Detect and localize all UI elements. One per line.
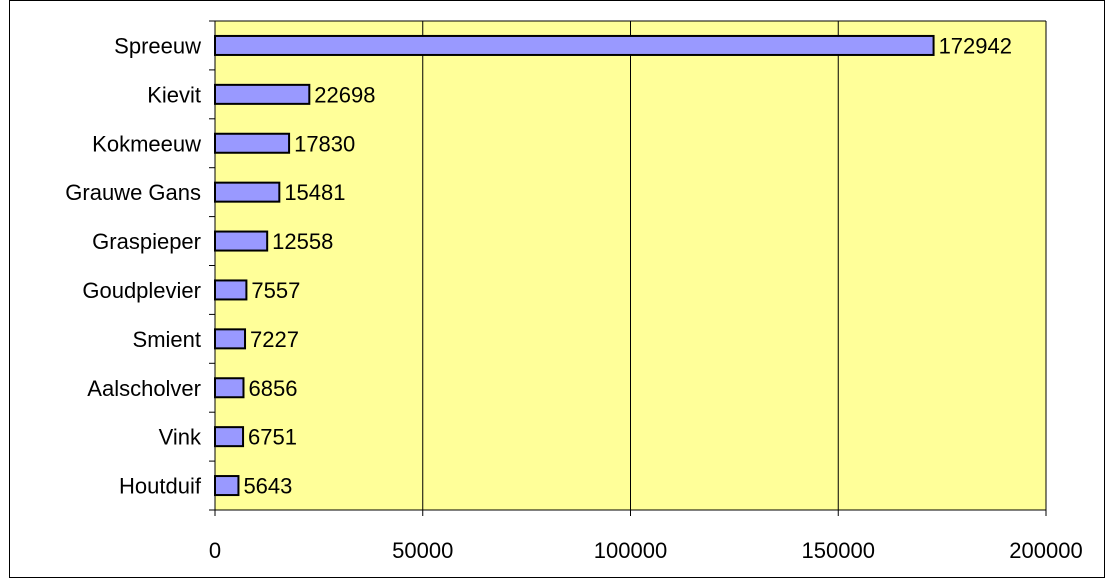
y-tick-label: Spreeuw [114, 33, 201, 58]
y-tick-label: Aalscholver [87, 376, 201, 401]
data-label: 15481 [284, 180, 345, 205]
bar [214, 181, 281, 203]
y-tick-label: Vink [159, 425, 202, 450]
x-tick-label: 0 [209, 538, 221, 563]
y-tick-labels: Spreeuw Kievit Kokmeeuw Grauwe Gans Graspiep… [65, 33, 202, 498]
y-tick-label: Goudplevier [82, 278, 201, 303]
bar [214, 83, 311, 105]
y-tick-label: Graspieper [92, 229, 201, 254]
data-label: 17830 [294, 131, 355, 156]
bar [214, 377, 245, 399]
bars [214, 34, 935, 497]
data-label: 6751 [248, 425, 297, 450]
x-tick-label: 200000 [1009, 538, 1082, 563]
bar [214, 426, 245, 448]
y-tick-label: Grauwe Gans [65, 180, 201, 205]
x-tick-label: 150000 [802, 538, 875, 563]
y-tick-label: Houtduif [119, 474, 202, 499]
data-label: 5643 [243, 474, 292, 499]
y-tick-label: Smient [133, 327, 201, 352]
bar [214, 230, 269, 252]
bar [214, 279, 248, 301]
data-label: 6856 [248, 376, 297, 401]
y-tick-label: Kokmeeuw [92, 131, 201, 156]
x-tick-labels: 0 50000 100000 150000 200000 [209, 538, 1083, 563]
data-label: 172942 [939, 33, 1012, 58]
bar [214, 328, 247, 350]
axes [209, 20, 1047, 516]
data-label: 12558 [272, 229, 333, 254]
x-tick-label: 100000 [594, 538, 667, 563]
bar [214, 475, 240, 497]
data-label: 22698 [314, 82, 375, 107]
y-tick-label: Kievit [147, 82, 201, 107]
x-tick-label: 50000 [392, 538, 453, 563]
bar [214, 34, 935, 56]
data-labels: 172942 22698 17830 15481 12558 7557 7227 6856 67… [243, 33, 1012, 498]
data-label: 7557 [251, 278, 300, 303]
bar [214, 132, 291, 154]
data-label: 7227 [250, 327, 299, 352]
